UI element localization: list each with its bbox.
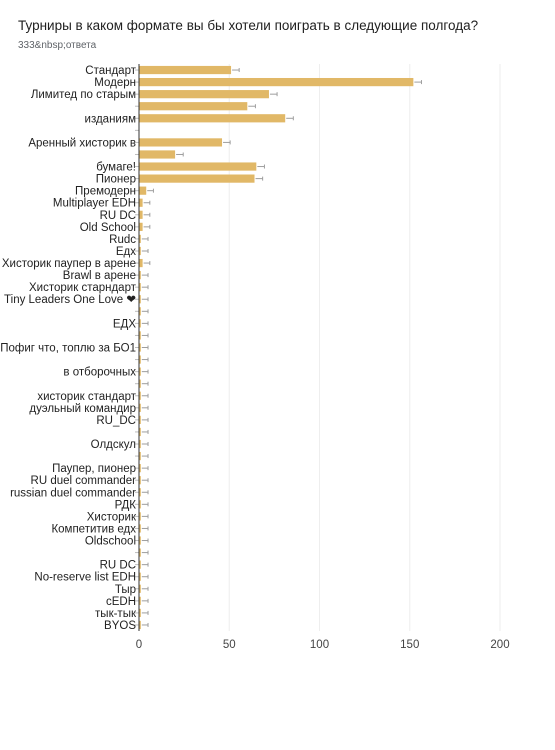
- x-tick-label-4: 200: [490, 639, 509, 651]
- bar-26: [139, 379, 141, 388]
- category-label-41: RU DC: [100, 560, 136, 572]
- bar-29: [139, 415, 141, 424]
- bar-34: [139, 476, 141, 485]
- category-label-14: Rudc: [109, 234, 136, 246]
- category-label-18: Хисторик старндарт: [29, 282, 137, 294]
- bar-30: [139, 427, 141, 437]
- category-label-44: cEDH: [106, 596, 136, 608]
- category-label-36: РДК: [115, 499, 137, 511]
- bar-1: [139, 77, 414, 87]
- bar-25: [139, 367, 141, 376]
- category-label-45: тык-тык: [95, 608, 137, 620]
- bar-22: [139, 331, 141, 340]
- bar-40: [139, 548, 141, 557]
- category-label-39: Oldschool: [85, 536, 136, 548]
- x-tick-label-3: 150: [400, 639, 419, 651]
- chart-title: Турниры в каком формате вы бы хотели пои…: [18, 18, 479, 33]
- bar-13: [139, 222, 143, 231]
- bar-11: [139, 198, 143, 207]
- category-label-6: Аренный хисторик в: [28, 137, 136, 149]
- category-label-0: Стандарт: [85, 65, 136, 77]
- bar-2: [139, 90, 269, 99]
- category-label-19: Tiny Leaders One Love ❤: [4, 294, 136, 306]
- category-label-9: Пионер: [96, 174, 136, 186]
- bar-21: [139, 319, 141, 328]
- bar-39: [139, 536, 141, 545]
- category-label-35: russian duel commander: [10, 487, 136, 499]
- bar-41: [139, 560, 141, 569]
- category-label-11: Multiplayer EDH: [53, 198, 136, 210]
- category-label-13: Old School: [80, 222, 136, 234]
- x-tick-label-1: 50: [223, 639, 236, 651]
- category-label-34: RU duel commander: [31, 475, 137, 487]
- bar-28: [139, 403, 141, 412]
- category-label-43: Тыр: [115, 584, 136, 596]
- bar-8: [139, 162, 257, 171]
- bar-15: [139, 246, 141, 256]
- category-label-10: Премодерн: [75, 186, 136, 198]
- bar-33: [139, 464, 141, 473]
- category-label-12: RU DC: [100, 210, 136, 222]
- category-label-17: Brawl в арене: [63, 270, 136, 282]
- bar-36: [139, 500, 141, 509]
- bar-14: [139, 234, 141, 244]
- bar-31: [139, 439, 141, 449]
- category-label-31: Олдскул: [91, 439, 136, 451]
- response-count: 333&nbsp;ответа: [18, 40, 97, 51]
- category-label-15: Едх: [116, 246, 136, 258]
- category-label-16: Хисторик паупер в арене: [2, 258, 136, 270]
- bar-24: [139, 355, 141, 364]
- bar-0: [139, 65, 232, 75]
- category-label-29: RU_DC: [96, 415, 136, 427]
- category-label-46: BYOS: [104, 620, 136, 632]
- bar-23: [139, 343, 141, 352]
- category-label-37: Хисторик: [87, 511, 137, 523]
- bar-43: [139, 584, 141, 593]
- category-label-21: ЕДХ: [113, 318, 136, 330]
- bar-44: [139, 596, 141, 605]
- category-label-28: дуэльный командир: [29, 403, 136, 415]
- bar-32: [139, 451, 141, 461]
- x-tick-label-0: 0: [136, 639, 142, 651]
- bar-46: [139, 620, 141, 630]
- category-label-38: Компетитив едх: [51, 523, 136, 535]
- bar-18: [139, 283, 141, 292]
- bar-42: [139, 572, 141, 581]
- category-label-4: изданиям: [85, 113, 137, 125]
- bar-38: [139, 524, 141, 533]
- bar-10: [139, 186, 147, 195]
- bar-37: [139, 512, 141, 521]
- bar-20: [139, 307, 141, 316]
- bar-45: [139, 608, 141, 618]
- bar-7: [139, 150, 176, 159]
- bar-17: [139, 271, 141, 280]
- bar-4: [139, 114, 286, 123]
- bar-27: [139, 391, 141, 400]
- bar-12: [139, 210, 143, 219]
- category-label-25: в отборочных: [63, 367, 136, 379]
- category-label-2: Лимитед по старым: [31, 89, 136, 101]
- category-label-33: Паупер, пионер: [52, 463, 136, 475]
- bar-3: [139, 102, 248, 111]
- category-label-42: No-reserve list EDH: [34, 572, 136, 584]
- category-label-1: Модерн: [94, 77, 136, 89]
- category-label-27: хисторик стандарт: [37, 391, 136, 403]
- bar-19: [139, 295, 141, 304]
- category-label-8: бумаге!: [96, 162, 136, 174]
- bar-16: [139, 258, 143, 268]
- bar-35: [139, 488, 141, 497]
- category-label-23: Пофиг что, топлю за БО1: [0, 343, 136, 355]
- bar-6: [139, 138, 223, 147]
- bar-9: [139, 174, 255, 183]
- x-tick-label-2: 100: [310, 639, 329, 651]
